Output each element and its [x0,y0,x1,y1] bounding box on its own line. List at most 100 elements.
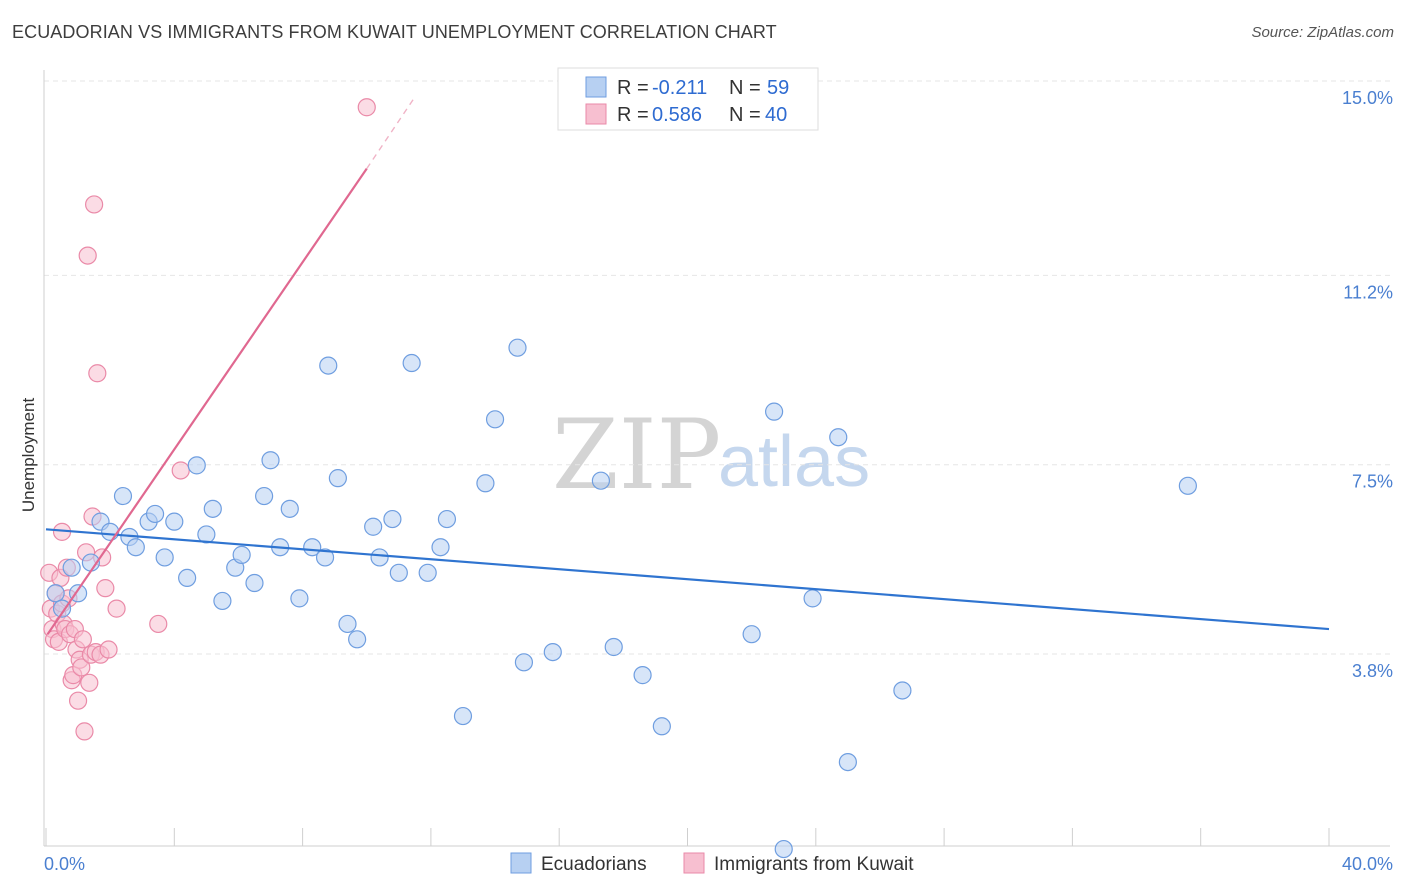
ecuadorian-point [838,752,857,772]
ecuadorian-point [829,428,848,447]
axes [43,70,1390,847]
ecuadorian-point [431,538,450,557]
ecuadorian-point [348,630,367,649]
ecuadorian-point [591,471,610,490]
kuwait-point [72,658,91,677]
y-tick-label: 3.8% [1352,661,1393,681]
kuwait-trend-line [46,168,368,635]
ecuadorian-point [178,568,197,588]
kuwait-point [171,461,190,480]
y-tick-label: 7.5% [1352,472,1393,492]
kuwait-trend-extension [366,96,416,170]
legend-n-value-kuwait: 40 [765,104,787,126]
legend-swatch-kuwait [585,103,607,125]
ecuadorian-point [290,589,309,608]
ecuadorian-point [742,625,761,644]
ecuadorian-points [46,338,1197,859]
legend-swatch-ecuadorians [585,76,607,98]
kuwait-point [99,640,118,659]
ecuadorian-point [389,563,408,582]
watermark-atlas: atlas [718,422,870,502]
kuwait-points [40,98,376,741]
ecuadorian-point [774,839,793,859]
bottom-legend-label-ecuadorians: Ecuadorians [541,854,647,875]
legend-r-value-ecuadorians: -0.211 [652,77,707,99]
ecuadorian-point [303,538,322,557]
ecuadorian-point [328,469,347,488]
ecuadorian-point [765,402,784,421]
ecuadorian-point [514,653,534,672]
y-tick-label: 11.2% [1343,282,1393,302]
legend-n-label-kuwait: N = [729,104,761,126]
ecuadorian-point [402,353,421,373]
legend-n-label-ecuadorians: N = [729,77,761,99]
legend-r-label-kuwait: R = [617,104,649,126]
ecuadorian-point [453,706,473,726]
ecuadorian-point [232,545,251,564]
kuwait-point [107,599,126,618]
ecuadorian-point [255,486,274,506]
grid [44,80,1390,655]
kuwait-point [357,98,376,117]
ecuadorian-point [604,637,623,657]
ecuadorian-point [364,517,383,536]
ecuadorian-point [245,573,264,593]
ecuadorian-point [213,591,232,611]
ecuadorian-point [261,451,280,470]
ecuadorian-point [543,642,562,662]
x-tick-marks [45,828,1330,846]
kuwait-point [78,246,97,265]
series-legend: Ecuadorians Immigrants from Kuwait [510,852,914,875]
kuwait-point [75,722,94,741]
ecuadorian-point [113,486,133,506]
x-tick-label-min: 0.0% [44,854,85,874]
kuwait-point [96,579,115,598]
kuwait-point [88,364,107,383]
ecuadorian-point [476,474,495,493]
ecuadorian-point [315,548,335,567]
legend-n-value-ecuadorians: 59 [767,77,789,99]
correlation-legend: R = -0.211 N = 59 R = 0.586 N = 40 [557,67,819,131]
ecuadorian-point [319,356,338,375]
ecuadorian-point [126,538,145,557]
legend-r-value-kuwait: 0.586 [652,104,702,126]
ecuadorian-point [1178,476,1197,495]
ecuadorian-point [155,548,174,567]
ecuadorian-point [803,589,822,608]
bottom-legend-swatch-kuwait [683,852,705,874]
ecuadorian-trend-line [45,528,1330,631]
ecuadorian-point [52,599,72,618]
ecuadorian-point [383,509,402,529]
kuwait-point [149,614,168,634]
ecuadorian-point [187,456,206,475]
kuwait-point [68,691,88,710]
x-tick-label-max: 40.0% [1342,854,1393,874]
ecuadorian-point [652,717,671,736]
ecuadorian-point [485,410,505,429]
ecuadorian-point [508,338,527,357]
ecuadorian-point [370,548,389,567]
kuwait-point [80,673,99,692]
ecuadorian-point [145,504,165,524]
y-axis-label: Unemployment [19,398,38,513]
kuwait-point [85,195,104,214]
y-tick-label: 15.0% [1342,88,1393,108]
ecuadorian-point [197,525,216,544]
ecuadorian-point [280,499,299,518]
ecuadorian-point [46,584,65,603]
source-attribution: Source: ZipAtlas.com [1251,24,1394,41]
ecuadorian-point [633,666,652,685]
chart-title: ECUADORIAN VS IMMIGRANTS FROM KUWAIT UNE… [12,22,777,42]
ecuadorian-point [203,499,222,518]
ecuadorian-point [893,681,912,700]
watermark: ZIP atlas [552,399,870,511]
ecuadorian-point [165,512,184,531]
bottom-legend-swatch-ecuadorians [510,852,532,874]
watermark-zip: ZIP [552,399,721,511]
legend-r-label-ecuadorians: R = [617,77,649,99]
ecuadorian-point [338,614,357,634]
y-tick-labels: 3.8% 7.5% 11.2% 15.0% [1342,88,1393,681]
trend-lines [45,96,1330,635]
kuwait-point [73,630,92,649]
